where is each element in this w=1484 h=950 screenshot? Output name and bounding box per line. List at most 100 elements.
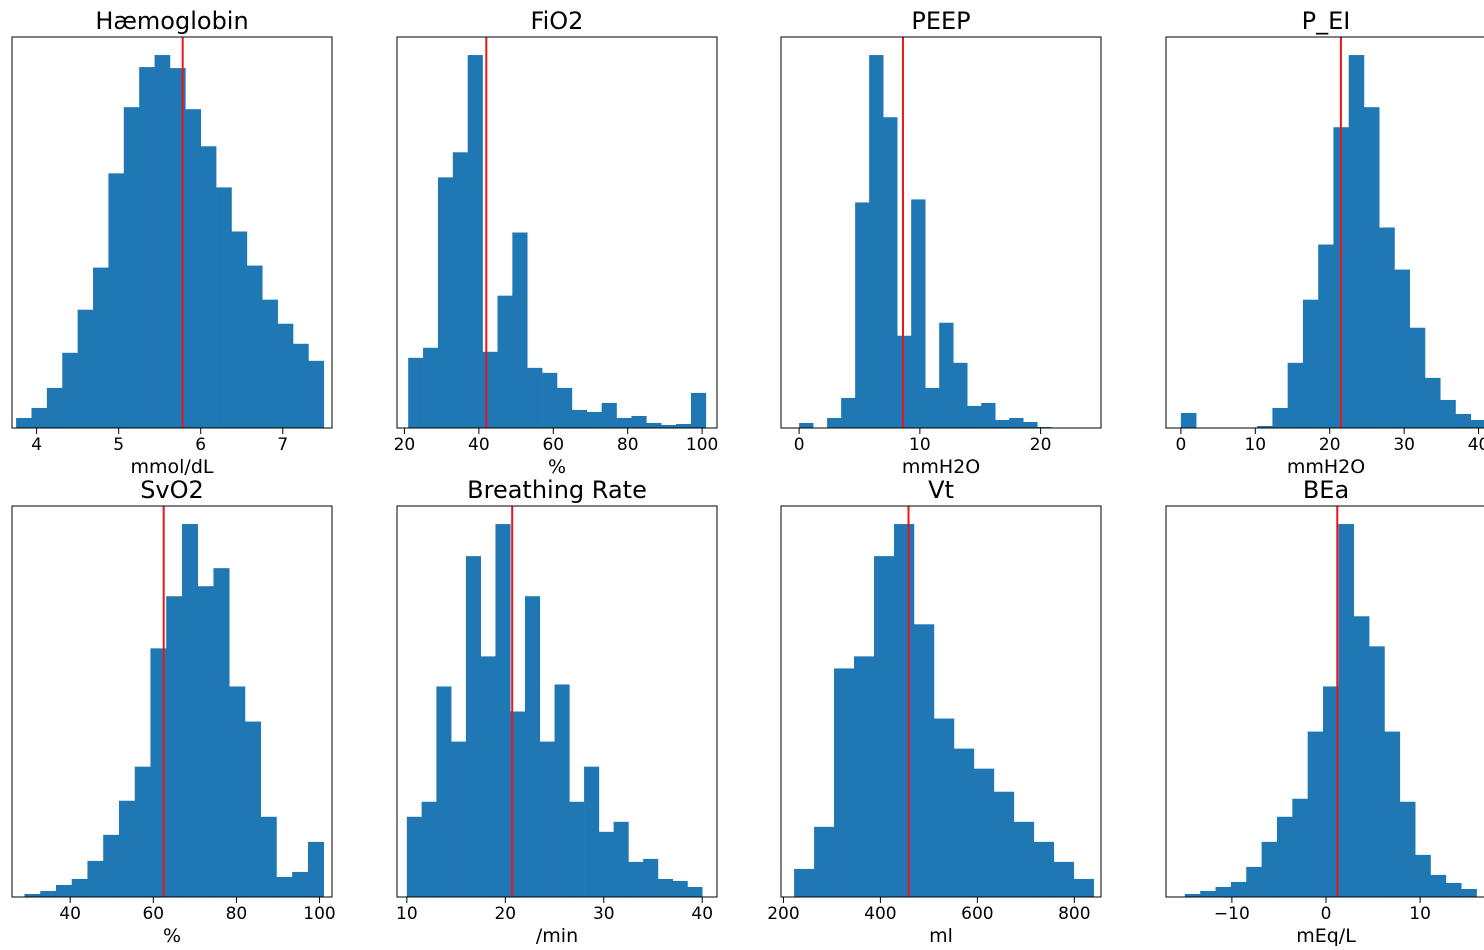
p-ei-bar: [1455, 413, 1472, 428]
bea-bar: [1338, 524, 1355, 897]
breathing-rate-bar: [628, 861, 644, 897]
bea-bar: [1276, 816, 1293, 897]
bea-bar: [1246, 866, 1262, 897]
peep-bar: [1009, 417, 1024, 428]
breathing-rate-x-tick-label: 40: [691, 904, 713, 924]
vt-bar: [1073, 878, 1095, 897]
bea-x-axis-label: mEq/L: [1296, 925, 1356, 947]
bea-title: BEa: [1303, 476, 1349, 504]
fio2-x-axis-label: %: [548, 456, 566, 478]
histogram-fio2: 20 40 60 80 100 FiO2%: [394, 7, 719, 478]
peep-bar: [855, 202, 870, 428]
peep-bar: [799, 422, 814, 428]
h-moglobin-bar: [31, 407, 48, 428]
peep-title: PEEP: [911, 7, 970, 35]
vt-bar: [814, 826, 835, 897]
vt-bar: [1033, 841, 1055, 897]
peep-bar: [911, 199, 926, 428]
peep-bar: [869, 55, 884, 429]
fio2-bar: [542, 372, 558, 428]
peep-bar: [883, 117, 898, 429]
histogram-h-moglobin: 4 5 6 7 Hæmoglobin mmol/dL: [11, 7, 333, 478]
bea-bar: [1261, 841, 1278, 897]
peep-bar: [897, 335, 912, 428]
bea-bar: [1323, 686, 1339, 897]
fio2-bar: [408, 357, 424, 428]
bea-bar: [1215, 886, 1232, 897]
p-ei-bar: [1272, 407, 1288, 428]
bea-bar: [1200, 890, 1216, 897]
svo2-bar: [87, 860, 104, 897]
p-ei-x-tick-label: 20: [1319, 435, 1341, 455]
fio2-bar: [586, 411, 602, 428]
vt-axes-frame: [780, 505, 1102, 898]
vt-x-axis-label: ml: [929, 925, 953, 947]
breathing-rate-axes-frame: [396, 505, 718, 898]
vt-bar: [953, 748, 975, 897]
h-moglobin-x-tick-label: 5: [113, 435, 124, 455]
h-moglobin-bar: [200, 146, 217, 428]
p-ei-bar: [1287, 362, 1304, 428]
h-moglobin-bar: [93, 267, 109, 428]
fio2-bar: [527, 367, 543, 428]
fio2-bar: [661, 424, 677, 428]
breathing-rate-bar: [495, 524, 511, 897]
bea-bar: [1307, 731, 1324, 897]
bea-bar: [1353, 616, 1370, 897]
h-moglobin-bar: [108, 173, 125, 428]
bea-bar: [1461, 888, 1477, 897]
breathing-rate-bar: [510, 711, 526, 897]
svo2-bar: [150, 648, 167, 897]
svo2-bar: [71, 878, 88, 897]
bea-x-tick-label: −10: [1214, 904, 1250, 924]
vt-bar: [933, 718, 955, 897]
histogram-vt: 200 400 600 800 Vt ml: [767, 476, 1102, 947]
svo2-x-tick-label: 80: [226, 904, 248, 924]
svo2-bar: [276, 876, 293, 897]
histogram-p-ei: 0 10 20 30 40 P_EI mmH2O: [1165, 7, 1484, 478]
svo2-bar: [260, 816, 277, 897]
breathing-rate-bar: [657, 878, 673, 897]
svo2-bar: [244, 721, 261, 897]
svo2-bar: [229, 686, 246, 897]
fio2-bar: [616, 417, 632, 428]
p-ei-bar: [1409, 327, 1426, 428]
peep-bar: [827, 417, 842, 428]
p-ei-bar: [1379, 227, 1395, 428]
svo2-bar: [213, 568, 230, 897]
bea-bar: [1384, 731, 1401, 897]
breathing-rate-bar: [480, 656, 496, 897]
h-moglobin-x-tick-label: 7: [277, 435, 288, 455]
vt-bar: [973, 768, 995, 897]
svo2-title: SvO2: [140, 476, 204, 504]
svo2-bar: [292, 871, 309, 897]
h-moglobin-bar: [154, 55, 171, 429]
bea-x-tick-label: 0: [1321, 904, 1332, 924]
svo2-bar: [166, 596, 183, 897]
h-moglobin-bar: [46, 387, 63, 428]
breathing-rate-bar: [643, 858, 659, 897]
vt-x-tick-label: 400: [864, 904, 896, 924]
fio2-title: FiO2: [531, 7, 584, 35]
vt-bar: [1053, 861, 1075, 897]
breathing-rate-x-tick-label: 10: [396, 904, 418, 924]
peep-x-tick-label: 0: [794, 435, 805, 455]
histogram-breathing-rate: 10 20 30 40 Breathing Rate/min: [396, 476, 718, 947]
fio2-bar: [512, 232, 528, 428]
bea-x-tick-label: 10: [1409, 904, 1431, 924]
p-ei-bar: [1180, 412, 1197, 428]
p-ei-bar: [1302, 299, 1319, 428]
fio2-x-tick-label: 100: [686, 435, 718, 455]
bea-bar: [1415, 854, 1431, 897]
peep-axes-frame: [780, 36, 1102, 429]
fio2-bar: [497, 295, 513, 428]
svo2-bar: [55, 884, 73, 897]
svo2-x-tick-label: 60: [142, 904, 164, 924]
fio2-bar: [482, 351, 498, 428]
peep-bar: [841, 397, 856, 428]
peep-x-tick-label: 10: [909, 435, 931, 455]
fio2-bar: [601, 402, 617, 428]
breathing-rate-bar: [672, 880, 688, 897]
vt-bar: [893, 524, 915, 897]
